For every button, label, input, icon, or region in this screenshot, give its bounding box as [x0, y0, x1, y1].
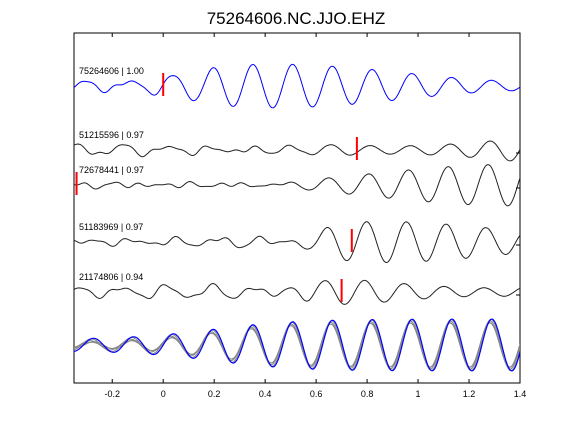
x-tick-label: 0 — [161, 389, 166, 399]
traces-group — [74, 63, 520, 305]
overlay-trace-51215596 — [74, 318, 520, 372]
x-tick-label: -0.2 — [104, 389, 120, 399]
trace-75264606 — [74, 63, 520, 109]
trace-label-72678441: 72678441 | 0.97 — [79, 165, 144, 175]
trace-label-51183969: 51183969 | 0.97 — [79, 222, 143, 232]
trace-21174806 — [74, 279, 520, 305]
chart-title: 75264606.NC.JJO.EHZ — [207, 9, 386, 28]
x-tick-label: 0.4 — [259, 389, 272, 399]
trace-51183969 — [74, 221, 520, 263]
trace-51215596 — [74, 140, 520, 162]
trace-label-51215596: 51215596 | 0.97 — [79, 130, 144, 140]
trace-label-21174806: 21174806 | 0.94 — [79, 272, 143, 282]
x-tick-label: 0.2 — [208, 389, 221, 399]
x-tick-label: 1.2 — [463, 389, 476, 399]
trace-labels-group: 75264606 | 1.00 51215596 | 0.97 72678441 |… — [79, 66, 144, 282]
x-tick-label: 0.6 — [310, 389, 323, 399]
x-tick-label: 0.8 — [361, 389, 374, 399]
x-tick-label: 1 — [416, 389, 421, 399]
trace-label-75264606: 75264606 | 1.00 — [79, 66, 144, 76]
trace-72678441 — [74, 164, 520, 207]
x-tick-label: 1.4 — [514, 389, 527, 399]
overlay-stack-group — [74, 318, 520, 372]
pick-markers-group — [75, 73, 358, 302]
x-axis: -0.2 0 0.2 0.4 0.6 0.8 1 1.2 1.4 — [104, 33, 526, 399]
overlay-trace-75264606 — [74, 318, 520, 372]
